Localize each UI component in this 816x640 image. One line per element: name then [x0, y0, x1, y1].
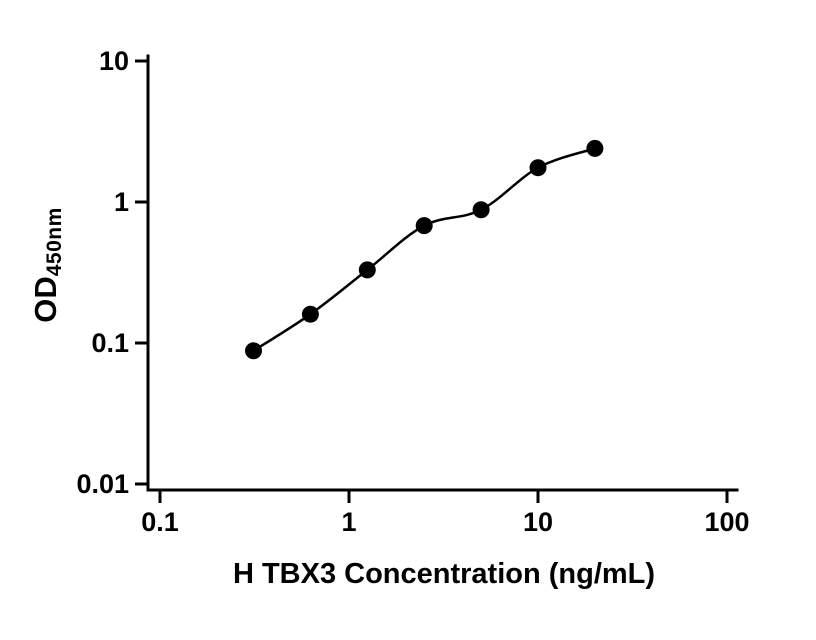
data-point: [245, 342, 262, 360]
y-axis-title-sub: 450nm: [43, 207, 66, 277]
x-axis-tick-label: 100: [704, 507, 749, 537]
data-point: [301, 305, 319, 323]
y-axis-tick-label: 0.1: [91, 328, 129, 358]
data-point: [472, 201, 490, 219]
data-point: [358, 261, 376, 279]
x-axis-tick-label: 0.1: [141, 507, 179, 537]
y-axis-title-main: OD: [28, 276, 63, 323]
x-axis-tick-label: 1: [341, 507, 356, 537]
x-axis-title: H TBX3 Concentration (ng/mL): [232, 558, 656, 590]
axis-lines: [146, 54, 739, 492]
y-axis-tick-label: 0.01: [76, 469, 129, 499]
x-axis-tick-label: 10: [523, 507, 553, 537]
y-axis-title: OD450nm: [28, 207, 66, 323]
data-point: [586, 139, 604, 157]
y-axis-tick-label: 1: [114, 187, 129, 217]
data-point: [529, 159, 547, 177]
y-axis-tick-label: 10: [99, 46, 129, 76]
data-point: [415, 217, 433, 235]
